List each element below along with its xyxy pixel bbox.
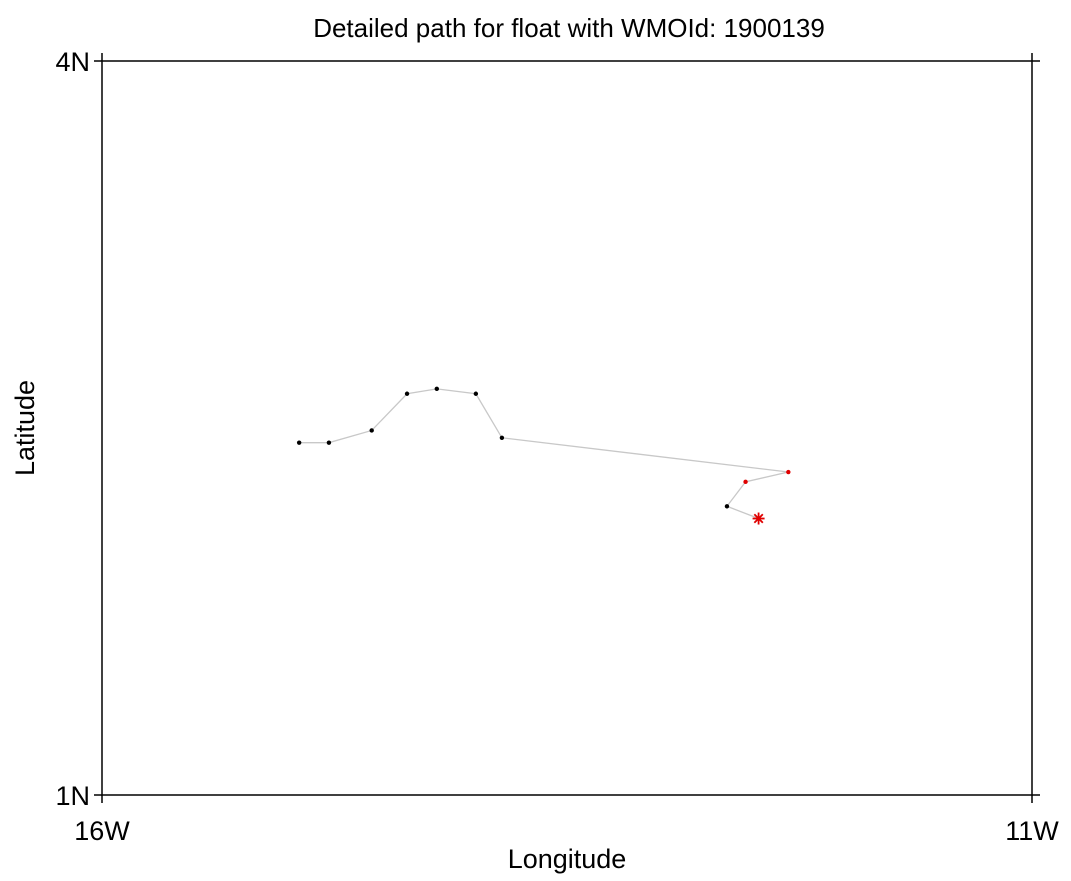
x-tick-label: 16W [74,816,130,846]
x-tick-label: 11W [1005,816,1059,846]
last-position-marker [752,512,765,525]
position-point [743,479,748,485]
chart-title: Detailed path for float with WMOId: 1900… [313,13,825,43]
position-point [724,504,730,509]
y-tick-label: 4N [55,47,90,77]
position-point [404,391,410,396]
axis-tick-labels: 16W 11W 1N 4N [55,47,1059,846]
y-tick-label: 1N [55,781,90,811]
position-point [434,386,439,392]
position-point [369,428,374,433]
x-axis-title: Longitude [508,844,627,874]
position-point [296,440,302,445]
position-point [786,469,791,475]
y-axis-title: Latitude [10,380,40,476]
float-positions [296,386,791,525]
axis-ticks [94,53,1040,803]
plot-frame [101,60,1033,796]
float-path [299,388,789,520]
path-line [299,388,789,520]
position-point [473,391,479,396]
position-point [499,435,505,440]
position-point [326,440,332,445]
